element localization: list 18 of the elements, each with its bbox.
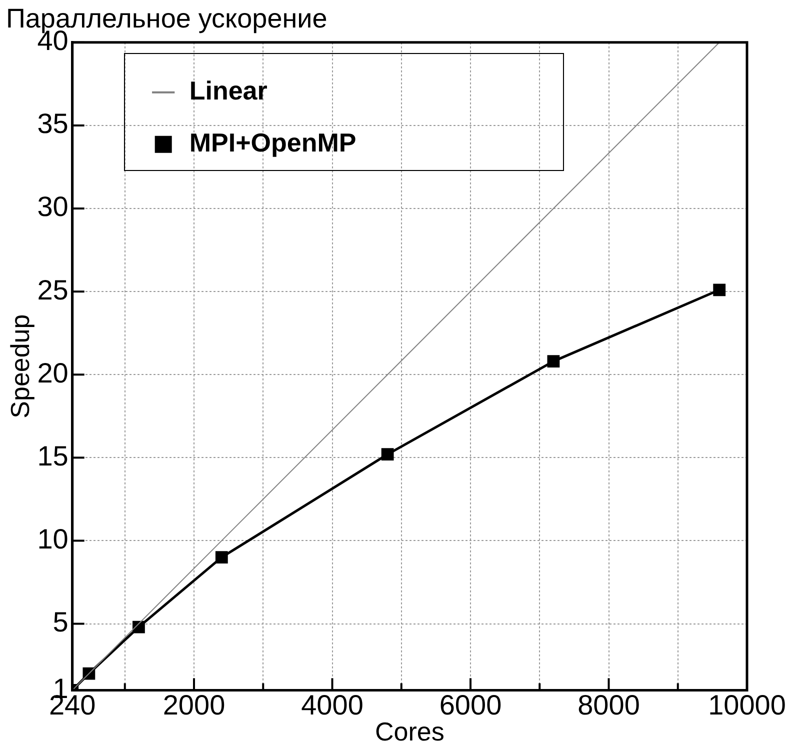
point — [547, 355, 560, 368]
y-tick-label: 35 — [37, 108, 68, 140]
y-axis-title: Speedup — [4, 314, 35, 418]
x-tick-label: 8000 — [578, 690, 640, 721]
legend-label: Linear — [189, 76, 268, 106]
point — [215, 551, 228, 564]
y-tick-label: 15 — [37, 440, 68, 472]
y-tick-label: 30 — [37, 191, 68, 222]
legend-label: MPI+OpenMP — [189, 128, 356, 158]
x-tick-label: 2000 — [162, 690, 226, 721]
y-tick-label: 10 — [37, 523, 68, 554]
point — [381, 448, 394, 461]
x-tick-label: 10000 — [708, 690, 786, 721]
y-tick-label: 20 — [37, 357, 68, 388]
y-tick-label: 25 — [37, 274, 68, 306]
y-tick-label: 5 — [52, 606, 68, 638]
point — [713, 284, 726, 296]
x-tick-label: 4000 — [301, 690, 364, 721]
